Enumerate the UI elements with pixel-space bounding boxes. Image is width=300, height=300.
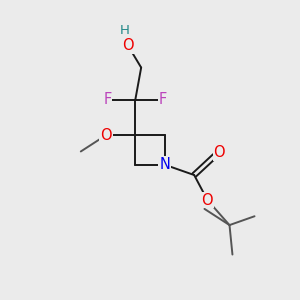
Text: N: N [159, 157, 170, 172]
Text: O: O [213, 146, 225, 160]
Text: O: O [100, 128, 112, 143]
Text: O: O [202, 193, 213, 208]
Text: O: O [122, 38, 134, 53]
Text: H: H [119, 24, 129, 37]
Text: F: F [103, 92, 111, 107]
Text: F: F [159, 92, 167, 107]
